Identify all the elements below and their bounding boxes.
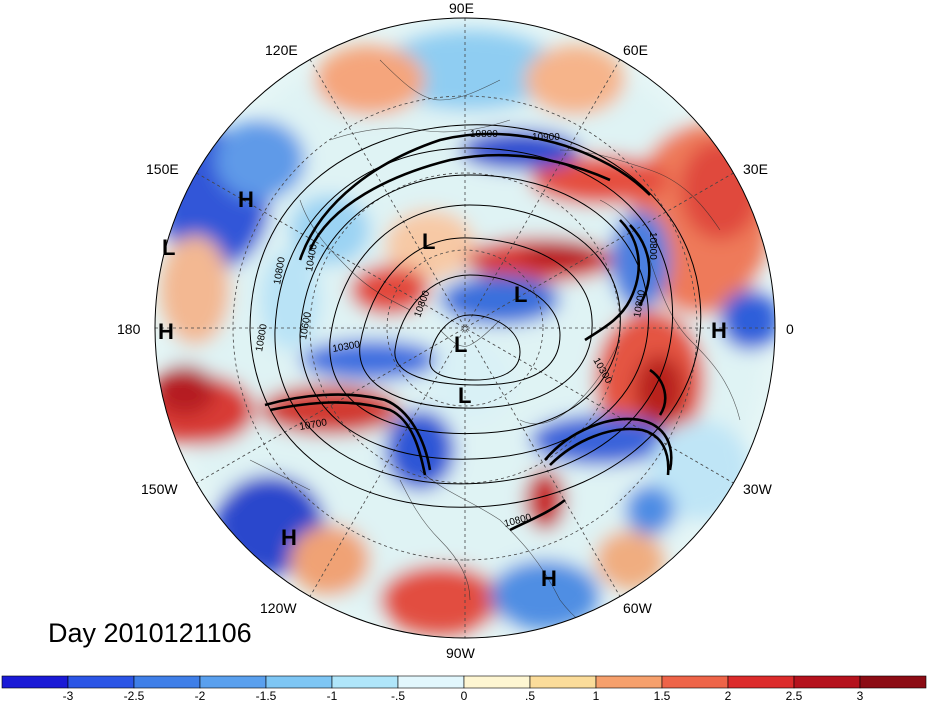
contour-label: 10700 <box>299 417 329 433</box>
colorbar-swatch <box>859 675 927 689</box>
low-center-marker: L <box>458 383 471 408</box>
contour-label: 10300 <box>332 339 362 355</box>
colorbar: -3 -2.5 -2 -1.5 -1 -.5 0 .5 1 1.5 2 2.5 3 <box>1 675 927 703</box>
longitude-label: 180 <box>117 321 141 337</box>
colorbar-swatch <box>265 675 333 689</box>
colorbar-tick-label: 0 <box>461 689 468 702</box>
colorbar-tick-label: 1.5 <box>654 689 671 702</box>
longitude-label: 30W <box>743 481 773 497</box>
longitude-labels: 90E 60E 30E 0 30W 60W 90W 120W 150W 180 … <box>117 0 794 661</box>
colorbar-tick-label: .5 <box>525 689 535 702</box>
pressure-centers: H L H L L L L H H H <box>158 187 727 591</box>
contour-label: 10800 <box>272 256 288 286</box>
colorbar-swatch <box>463 675 531 689</box>
contour-label: 10800 <box>647 232 658 260</box>
contour-label: 10800 <box>470 129 498 140</box>
longitude-label: 150W <box>141 481 178 497</box>
colorbar-swatch <box>397 675 465 689</box>
high-center-marker: H <box>281 525 297 550</box>
contour-label: 10800 <box>632 289 648 319</box>
colorbar-tick-label: 2.5 <box>786 689 803 702</box>
longitude-label: 90W <box>446 645 476 661</box>
low-center-marker: L <box>514 282 527 307</box>
longitude-label: 30E <box>743 161 768 177</box>
colorbar-swatch <box>1 675 69 689</box>
colorbar-tick-label: -1 <box>327 689 338 702</box>
colorbar-swatch <box>133 675 201 689</box>
colorbar-swatch <box>793 675 861 689</box>
map-border <box>154 17 776 639</box>
colorbar-tick-label: -2 <box>195 689 206 702</box>
colorbar-tick-label: 3 <box>857 689 864 702</box>
high-center-marker: H <box>158 319 174 344</box>
colorbar-tick-label: -1.5 <box>256 689 277 702</box>
colorbar-tick-label: 2 <box>725 689 732 702</box>
colorbar-swatch <box>661 675 729 689</box>
colorbar-tick-label: -2.5 <box>124 689 145 702</box>
map-title: Day 2010121106 <box>48 618 252 648</box>
contour-label: 10900 <box>532 132 560 143</box>
colorbar-swatch <box>331 675 399 689</box>
contour-label: 10600 <box>298 311 314 341</box>
colorbar-swatch <box>67 675 135 689</box>
low-center-marker: L <box>454 332 467 357</box>
colorbar-swatch <box>199 675 267 689</box>
colorbar-tick-label: -.5 <box>391 689 405 702</box>
longitude-label: 0 <box>786 321 794 337</box>
longitude-label: 60E <box>623 42 648 58</box>
contour-label: 10800 <box>254 323 270 353</box>
colorbar-tick-label: 1 <box>593 689 600 702</box>
high-center-marker: H <box>711 318 727 343</box>
colorbar-tick-label: -3 <box>63 689 74 702</box>
longitude-label: 120E <box>265 42 298 58</box>
colorbar-swatch <box>595 675 663 689</box>
contour-label: 10400 <box>304 243 320 273</box>
colorbar-swatch <box>727 675 795 689</box>
high-center-marker: H <box>541 566 557 591</box>
high-center-marker: H <box>238 187 254 212</box>
height-contours <box>249 124 702 532</box>
longitude-label: 120W <box>260 600 297 616</box>
low-center-marker: L <box>162 235 175 260</box>
longitude-label: 90E <box>449 0 474 16</box>
longitude-label: 60W <box>623 600 653 616</box>
low-center-marker: L <box>422 229 435 254</box>
colorbar-swatch <box>529 675 597 689</box>
longitude-label: 150E <box>146 161 179 177</box>
